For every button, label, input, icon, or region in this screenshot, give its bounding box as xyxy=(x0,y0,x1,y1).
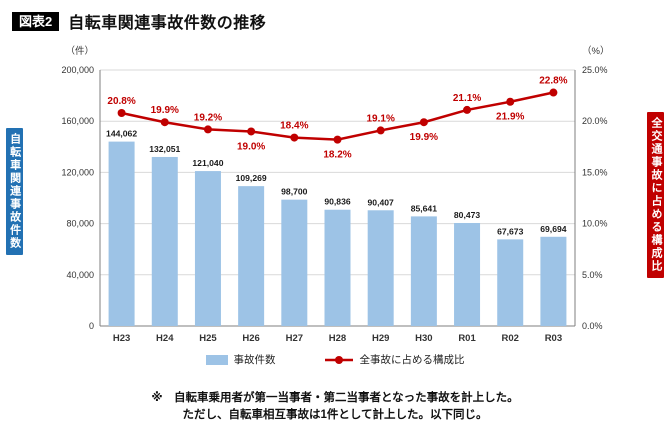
left-tick-label: 80,000 xyxy=(66,219,94,229)
chart: 0 0.0% 40,000 5.0% 80,000 10.0% 120,000 15.0% 16… xyxy=(61,45,609,344)
line-point xyxy=(333,135,342,144)
left-tick-label: 40,000 xyxy=(66,270,94,280)
line-point xyxy=(117,109,126,118)
line-point xyxy=(160,118,169,127)
legend-bars-label: 事故件数 xyxy=(233,354,276,366)
line-swatch-icon xyxy=(324,355,353,364)
x-tick-label: R01 xyxy=(458,333,476,344)
footnote: ※ 自転車乗用者が第一当事者・第二当事者となった事故を計上した。 ただし、自転車… xyxy=(0,390,670,425)
bar xyxy=(281,199,308,326)
bar-value-label: 85,641 xyxy=(411,203,438,213)
x-tick-label: H23 xyxy=(113,333,130,344)
x-tick-label: H25 xyxy=(199,333,217,344)
line-point xyxy=(203,125,212,134)
bar-swatch-icon xyxy=(205,354,228,365)
right-tick-label: 25.0% xyxy=(582,65,608,75)
line-value-label: 21.1% xyxy=(453,93,481,104)
right-axis-title: 全交通事故に占める構成比 xyxy=(647,112,664,278)
bar xyxy=(151,156,178,326)
bar xyxy=(238,186,265,326)
line-point xyxy=(247,127,256,136)
bar-value-label: 132,051 xyxy=(149,144,180,154)
bar-value-label: 69,694 xyxy=(540,224,567,234)
line-value-label: 20.8% xyxy=(107,96,135,107)
footnote-line2: ただし、自転車相互事故は1件として計上した。以下同じ。 xyxy=(182,409,488,422)
bar-value-label: 90,407 xyxy=(368,197,395,207)
line-point xyxy=(506,97,515,106)
x-tick-label: R03 xyxy=(545,333,562,344)
bar xyxy=(194,171,221,326)
right-tick-label: 5.0% xyxy=(582,270,603,280)
x-tick-label: H24 xyxy=(156,333,174,344)
right-tick-label: 0.0% xyxy=(582,321,603,331)
right-axis-unit: （%） xyxy=(582,45,609,57)
line-series xyxy=(121,91,554,141)
x-tick-label: H26 xyxy=(242,333,259,344)
x-tick-label: H27 xyxy=(286,333,303,344)
line-value-label: 19.1% xyxy=(367,113,395,124)
bar-value-label: 144,062 xyxy=(106,129,137,139)
line-value-label: 21.9% xyxy=(496,112,524,123)
line-point xyxy=(419,118,428,127)
bar xyxy=(108,141,135,326)
line-point xyxy=(549,88,558,97)
bar xyxy=(454,222,481,326)
left-tick-label: 160,000 xyxy=(61,116,94,126)
bar xyxy=(324,209,351,326)
legend: 事故件数 全事故に占める構成比 xyxy=(0,352,670,367)
x-tick-label: H30 xyxy=(415,333,432,344)
legend-item-bars: 事故件数 xyxy=(205,352,276,367)
bar-value-label: 109,269 xyxy=(236,173,267,183)
bar xyxy=(367,210,394,326)
bar-value-label: 90,836 xyxy=(324,197,351,207)
line-point xyxy=(290,133,299,142)
line-value-label: 19.2% xyxy=(194,112,222,123)
right-tick-label: 20.0% xyxy=(582,116,608,126)
left-axis-title: 自転車関連事故件数 xyxy=(6,128,23,255)
bar xyxy=(497,239,524,326)
legend-item-line: 全事故に占める構成比 xyxy=(324,352,465,367)
right-tick-label: 10.0% xyxy=(582,219,608,229)
line-value-label: 18.4% xyxy=(280,121,308,132)
x-tick-label: H28 xyxy=(329,333,346,344)
line-point xyxy=(463,105,472,114)
page-title: 自転車関連事故件数の推移 xyxy=(68,15,267,32)
bar-value-label: 80,473 xyxy=(454,210,481,220)
left-tick-label: 120,000 xyxy=(61,167,94,177)
figure-tag: 図表2 xyxy=(12,11,60,31)
line-value-label: 19.9% xyxy=(151,105,179,116)
line-value-label: 19.0% xyxy=(237,141,265,152)
bar-value-label: 98,700 xyxy=(281,187,308,197)
left-axis-unit: （件） xyxy=(65,45,94,57)
left-tick-label: 200,000 xyxy=(61,65,94,75)
legend-line-label: 全事故に占める構成比 xyxy=(359,354,465,366)
right-tick-label: 15.0% xyxy=(582,167,608,177)
footnote-line1: ※ 自転車乗用者が第一当事者・第二当事者となった事故を計上した。 xyxy=(151,392,519,404)
bar xyxy=(540,236,567,326)
bar xyxy=(410,216,437,326)
header: 図表2 自転車関連事故件数の推移 xyxy=(12,9,266,33)
line-value-label: 18.2% xyxy=(323,150,351,161)
bar-value-label: 67,673 xyxy=(497,226,524,236)
bar-value-label: 121,040 xyxy=(192,158,223,168)
left-tick-label: 0 xyxy=(89,321,94,331)
line-value-label: 22.8% xyxy=(539,76,567,87)
x-tick-label: R02 xyxy=(502,333,519,344)
x-tick-label: H29 xyxy=(372,333,389,344)
line-point xyxy=(376,126,385,135)
line-value-label: 19.9% xyxy=(410,132,438,143)
